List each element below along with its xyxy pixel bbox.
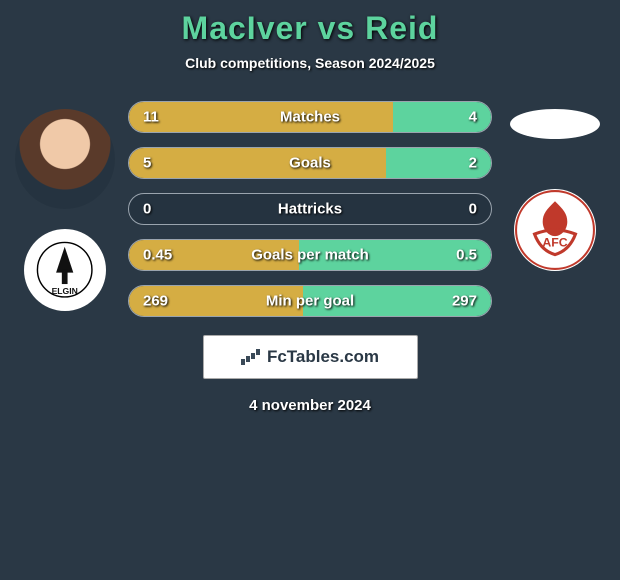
footer: FcTables.com 4 november 2024 [0, 335, 620, 414]
stat-value-left: 0.45 [143, 247, 172, 264]
stat-bars: 11 4 Matches 5 2 Goals 0 0 Hattricks 0.45 0.5 Goals… [120, 101, 500, 317]
stat-value-left: 269 [143, 293, 168, 310]
stat-label: Min per goal [266, 293, 354, 310]
stat-row: 5 2 Goals [128, 147, 492, 179]
left-player-column: ELGIN [10, 101, 120, 317]
stat-value-right: 2 [469, 155, 477, 172]
player-right-avatar [510, 109, 600, 139]
stat-value-right: 0.5 [456, 247, 477, 264]
stat-segment-left [129, 148, 386, 178]
svg-text:AFC: AFC [542, 235, 567, 249]
stat-row: 11 4 Matches [128, 101, 492, 133]
comparison-card: MacIver vs Reid Club competitions, Seaso… [0, 0, 620, 414]
player-left-club-badge: ELGIN [24, 229, 106, 311]
right-player-column: AFC [500, 101, 610, 317]
svg-text:ELGIN: ELGIN [52, 286, 78, 296]
stat-value-right: 4 [469, 109, 477, 126]
stat-row: 269 297 Min per goal [128, 285, 492, 317]
stat-value-left: 11 [143, 109, 159, 126]
player-face-placeholder [15, 109, 115, 209]
player-left-avatar [15, 109, 115, 209]
player-right-club-badge: AFC [514, 189, 596, 271]
elgin-badge-icon: ELGIN [36, 241, 93, 298]
stat-segment-left [129, 102, 393, 132]
stat-row: 0 0 Hattricks [128, 193, 492, 225]
page-title: MacIver vs Reid [0, 10, 620, 47]
stat-label: Matches [280, 109, 340, 126]
date-text: 4 november 2024 [249, 397, 371, 414]
stat-row: 0.45 0.5 Goals per match [128, 239, 492, 271]
stat-label: Goals [289, 155, 331, 172]
stat-label: Goals per match [251, 247, 369, 264]
afc-badge-icon: AFC [514, 189, 596, 271]
brand-box[interactable]: FcTables.com [203, 335, 418, 379]
brand-text: FcTables.com [267, 347, 379, 367]
main-row: ELGIN 114Matches52Goals00Hattricks0.450.… [0, 101, 620, 317]
stat-value-left: 5 [143, 155, 151, 172]
stat-value-right: 297 [452, 293, 477, 310]
brand-chart-icon [241, 349, 261, 365]
stat-label: Hattricks [278, 201, 342, 218]
stat-value-right: 0 [469, 201, 477, 218]
subtitle: Club competitions, Season 2024/2025 [0, 55, 620, 71]
stat-value-left: 0 [143, 201, 151, 218]
